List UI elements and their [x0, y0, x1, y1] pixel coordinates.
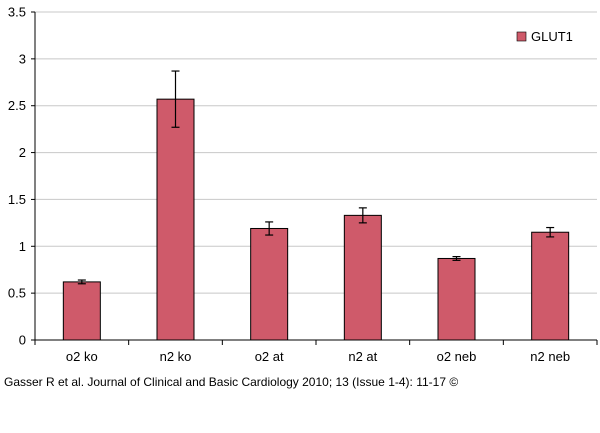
error-bar-o2-ko: [77, 279, 86, 285]
y-tick-label: 1: [19, 239, 26, 254]
error-bar-n2-ko: [171, 70, 180, 128]
y-tick-label: 0.5: [8, 286, 26, 301]
x-tick-labels: o2 ko n2 ko o2 at n2 at o2 neb n2 neb: [66, 349, 570, 364]
bar-o2-neb: [437, 257, 476, 341]
citation: Gasser R et al. Journal of Clinical and …: [4, 375, 459, 389]
y-tick-label: 2.5: [8, 98, 26, 113]
x-tick-label: n2 at: [348, 349, 377, 364]
legend-box: [494, 20, 584, 54]
legend-swatch: [516, 31, 527, 42]
bar-o2-at: [250, 227, 289, 341]
bar-n2-neb: [531, 231, 570, 341]
bar-n2-ko: [156, 98, 195, 341]
error-bar-n2-neb: [546, 226, 555, 238]
bar-n2-at: [343, 214, 382, 341]
x-tick-label: n2 neb: [530, 349, 570, 364]
error-bars: [77, 70, 555, 285]
axes: [31, 11, 598, 345]
gridlines: [35, 11, 597, 294]
x-tick-label: o2 at: [255, 349, 284, 364]
y-tick-label: 3: [19, 51, 26, 66]
legend: GLUT1: [494, 20, 584, 54]
x-tick-label: o2 ko: [66, 349, 98, 364]
x-tick-label: o2 neb: [437, 349, 477, 364]
y-tick-label: 3.5: [8, 5, 26, 20]
legend-label: GLUT1: [531, 29, 573, 44]
bar-o2-ko: [62, 281, 101, 341]
x-tick-label: n2 ko: [160, 349, 192, 364]
y-tick-label: 2: [19, 145, 26, 160]
y-tick-label: 1.5: [8, 192, 26, 207]
bars: [62, 98, 570, 341]
error-bar-n2-at: [358, 207, 367, 224]
y-tick-label: 0: [19, 333, 26, 348]
error-bar-o2-at: [265, 221, 274, 236]
y-tick-labels: 0 0.5 1 1.5 2 2.5 3 3.5: [8, 5, 26, 348]
error-bar-o2-neb: [452, 255, 461, 261]
